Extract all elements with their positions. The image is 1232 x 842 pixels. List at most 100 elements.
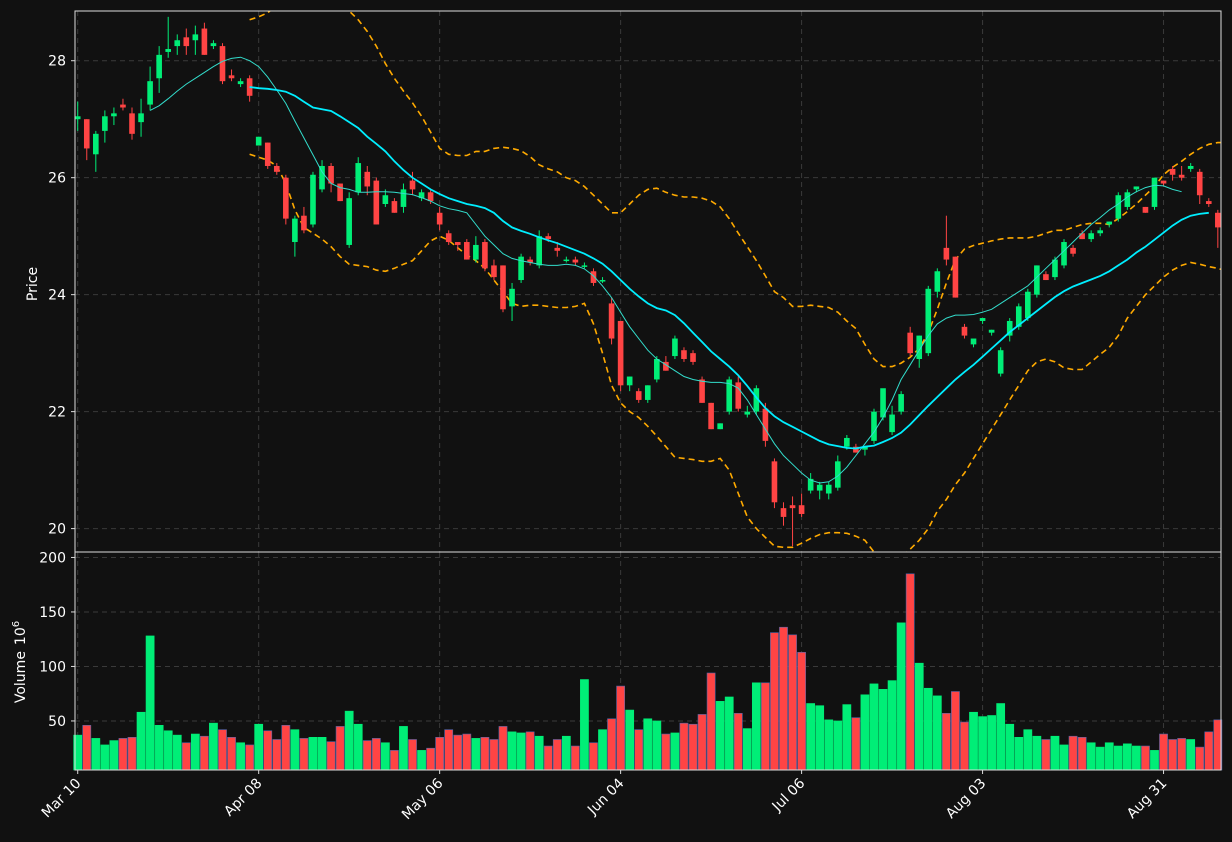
candle-down — [364, 171, 371, 187]
volume-bar-down — [733, 713, 743, 771]
candle-down — [699, 379, 705, 403]
candle-down — [391, 201, 398, 213]
volume-bar-down — [525, 731, 535, 771]
candle-down — [482, 242, 488, 269]
candle-down — [283, 177, 289, 219]
candle-up — [292, 218, 298, 243]
candle-down — [264, 142, 271, 166]
volume-bar-up — [815, 705, 825, 771]
volume-bar-up — [1186, 739, 1196, 771]
candle-down — [183, 37, 190, 47]
volume-bar-down — [272, 739, 282, 771]
volume-bar-up — [969, 711, 978, 771]
candle-down — [545, 236, 552, 240]
candle-down — [1160, 180, 1167, 184]
candle-up — [237, 81, 244, 85]
volume-bar-up — [896, 622, 906, 771]
candle-down — [635, 391, 642, 400]
candle-down — [798, 505, 805, 514]
candle-up — [174, 40, 181, 47]
volume-bar-up — [154, 725, 164, 771]
candle-up — [355, 163, 362, 193]
candle-down — [436, 212, 443, 225]
volume-bar-down — [552, 739, 562, 771]
candle-up — [156, 54, 162, 79]
volume-bar-up — [209, 722, 218, 771]
volume-bar-up — [724, 696, 734, 771]
volume-bar-up — [353, 723, 363, 771]
volume-bar-down — [498, 726, 508, 771]
candle-up — [319, 165, 325, 190]
candle-up — [418, 192, 425, 199]
candle-down — [554, 247, 561, 251]
volume-bar-up — [1086, 742, 1096, 771]
volume-bar-down — [797, 651, 806, 771]
volume-bar-up — [1095, 746, 1105, 771]
volume-bar-up — [652, 720, 662, 771]
volume-bar-down — [200, 735, 209, 771]
volume-bar-down — [245, 744, 255, 771]
candle-down — [681, 350, 687, 359]
volume-bar-up — [643, 718, 653, 771]
lower-band-line — [249, 153, 1221, 552]
volume-bar-up — [100, 744, 110, 771]
volume-bar-down — [661, 733, 671, 771]
volume-bar-up — [987, 715, 996, 771]
candle-up — [192, 34, 199, 41]
volume-bar-up — [914, 662, 924, 771]
volume-panel — [73, 573, 1223, 771]
volume-bar-down — [335, 726, 345, 771]
volume-panel-frame — [74, 551, 1222, 771]
volume-bar-up — [1059, 744, 1069, 771]
volume-bar-down — [905, 573, 915, 771]
candle-up — [1088, 233, 1094, 240]
volume-bar-up — [507, 731, 517, 771]
volume-bar-down — [761, 682, 770, 771]
volume-bar-up — [163, 730, 173, 771]
volume-bar-down — [697, 714, 707, 771]
candle-down — [373, 180, 380, 225]
candle-down — [780, 508, 787, 517]
candle-up — [473, 244, 479, 260]
candle-down — [608, 303, 615, 339]
volume-bar-up — [290, 729, 300, 771]
candle-down — [1142, 206, 1149, 213]
candle-up — [310, 174, 316, 225]
candle-down — [617, 320, 624, 386]
volume-bar-down — [118, 738, 128, 771]
candle-down — [771, 461, 778, 503]
candle-up — [644, 385, 651, 400]
candle-up — [1006, 320, 1013, 336]
candle-down — [1205, 201, 1212, 205]
volume-bar-up — [236, 742, 245, 771]
candle-up — [997, 350, 1004, 374]
volume-bar-up — [380, 742, 390, 771]
candle-down — [1079, 233, 1085, 240]
volume-bar-up — [1032, 735, 1042, 771]
candle-down — [907, 332, 913, 354]
candle-down — [952, 256, 959, 298]
candle-up — [93, 133, 99, 155]
volume-bar-down — [788, 634, 797, 771]
volume-bar-up — [580, 679, 589, 771]
volume-bar-down — [779, 626, 788, 771]
candle-up — [1151, 177, 1158, 207]
candle-down — [219, 46, 226, 82]
volume-bar-up — [516, 732, 526, 771]
candle-down — [762, 408, 769, 441]
candle-down — [527, 259, 533, 263]
volume-bar-down — [679, 722, 689, 771]
volume-axis-label: Volume 106 — [11, 621, 29, 703]
candle-up — [147, 81, 153, 105]
volume-bar-down — [1168, 739, 1177, 771]
volume-bar-up — [715, 701, 725, 771]
volume-bar-down — [571, 745, 580, 771]
candle-down — [789, 505, 796, 509]
candle-down — [1196, 171, 1203, 196]
candle-up — [672, 338, 678, 357]
volume-bar-up — [598, 729, 607, 771]
volume-bar-up — [145, 635, 155, 771]
candle-down — [463, 242, 470, 260]
volume-bar-down — [1041, 739, 1051, 771]
volume-bar-down — [607, 718, 616, 771]
